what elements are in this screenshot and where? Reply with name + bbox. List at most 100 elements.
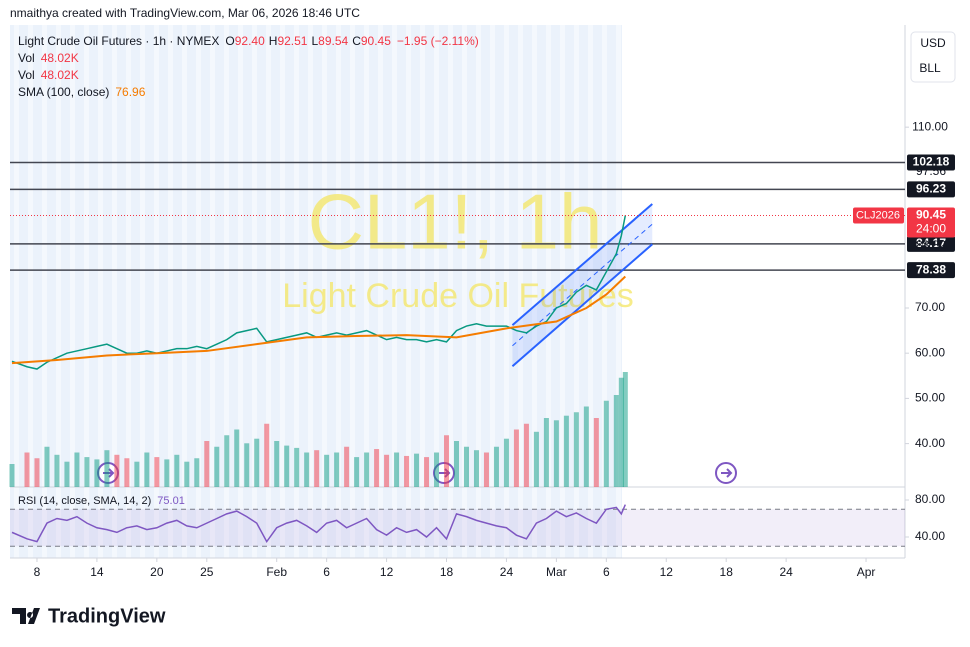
stripe — [434, 25, 439, 558]
volume-bar — [154, 457, 160, 487]
volume-name: Vol — [18, 51, 35, 65]
stripe — [280, 25, 285, 558]
volume-bar — [354, 457, 360, 487]
volume-bar — [414, 453, 420, 487]
stripe — [210, 25, 215, 558]
stripe — [112, 25, 117, 558]
volume-bar — [394, 452, 400, 487]
unit[interactable]: BLL — [919, 61, 941, 75]
stripe — [182, 25, 187, 558]
countdown: 24:00 — [916, 222, 946, 236]
volume-bar — [424, 457, 430, 487]
axis-label: 97.56 — [916, 164, 946, 178]
volume-bar — [593, 418, 599, 487]
x-tick-label: 8 — [34, 565, 41, 579]
symbol: Light Crude Oil Futures · 1h · NYMEX — [18, 34, 219, 48]
x-tick-label: 12 — [380, 565, 394, 579]
volume-bar — [144, 452, 150, 487]
volume-bar — [174, 454, 180, 487]
stripe — [462, 25, 467, 558]
volume-bar — [244, 443, 250, 487]
volume-bar — [444, 435, 450, 487]
stripe — [350, 25, 355, 558]
header: nmaithya created with TradingView.com, M… — [10, 6, 360, 20]
volume-bar — [214, 446, 220, 487]
x-tick-label: 24 — [779, 565, 793, 579]
ohlc-label: O — [225, 34, 234, 48]
channel-upper — [511, 203, 653, 326]
x-tick-label: Apr — [857, 565, 876, 579]
level-label: 96.23 — [916, 182, 946, 196]
x-tick-label: 18 — [720, 565, 734, 579]
stripe — [224, 25, 229, 558]
volume-bar — [194, 458, 200, 487]
scale-box — [910, 31, 956, 83]
stripe — [238, 25, 243, 558]
sma-name: SMA (100, close) — [18, 85, 109, 99]
volume-bar — [384, 454, 390, 487]
volume-bar — [503, 438, 509, 487]
currency[interactable]: USD — [920, 36, 946, 50]
volume-bar — [184, 461, 190, 487]
y-tick-label: 70.00 — [915, 300, 945, 314]
stripe — [126, 25, 131, 558]
stripe — [532, 25, 537, 558]
rsi-legend: RSI (14, close, SMA, 14, 2) 75.01 — [18, 495, 185, 507]
rsi-tick-label: 80.00 — [915, 492, 945, 506]
x-tick-label: 6 — [323, 565, 330, 579]
level-label-box — [907, 262, 955, 279]
volume-bar — [134, 461, 140, 487]
x-tick-label: 24 — [500, 565, 514, 579]
volume-bar — [513, 429, 519, 487]
stripe — [406, 25, 411, 558]
ohlc-value: 89.54 — [318, 34, 348, 48]
volume-bar — [483, 452, 489, 487]
y-tick-label: 50.00 — [915, 391, 945, 405]
volume-bar — [224, 435, 230, 487]
volume-bar — [613, 395, 619, 487]
volume-value: 48.02K — [41, 51, 79, 65]
volume-bar — [84, 457, 90, 487]
volume-bar — [563, 415, 569, 487]
volume-bar — [284, 445, 290, 487]
stripe — [588, 25, 593, 558]
volume-bar — [64, 461, 70, 487]
change: −1.95 (−2.11%) — [397, 34, 479, 48]
stripe — [56, 25, 61, 558]
volume-bar — [622, 372, 628, 487]
sma-value: 76.96 — [115, 85, 145, 99]
sma-line — [11, 275, 626, 365]
price-line — [11, 215, 627, 370]
volume-bar — [9, 464, 15, 487]
volume-bar — [274, 441, 280, 487]
sma-legend: SMA (100, close) 76.96 — [18, 85, 146, 99]
volume-bar — [344, 446, 350, 487]
price-box — [907, 207, 955, 238]
stripe — [42, 25, 47, 558]
volume-bar — [44, 446, 50, 487]
rsi-band — [10, 509, 905, 547]
stripe — [392, 25, 397, 558]
volume-bar — [618, 377, 624, 487]
y-tick-label: 60.00 — [915, 345, 945, 359]
rsi-tick-label: 40.00 — [915, 529, 945, 543]
level-label-box — [907, 235, 955, 252]
stripe — [420, 25, 425, 558]
ohlc-value: 92.51 — [277, 34, 307, 48]
volume-bar — [164, 459, 170, 487]
stripe — [252, 25, 257, 558]
volume-bar — [553, 420, 559, 487]
level-label-box — [907, 154, 955, 171]
volume-bar — [104, 450, 110, 487]
stripe — [84, 25, 89, 558]
ohlc-label: C — [352, 34, 361, 48]
volume-bar — [463, 446, 469, 487]
volume-bar — [603, 400, 609, 487]
legend-symbol-row: Light Crude Oil Futures · 1h · NYMEX O 92.… — [18, 34, 479, 48]
watermark: CL1!, 1h — [308, 178, 603, 266]
volume-bar — [404, 455, 410, 487]
stripe — [378, 25, 383, 558]
level-label: 102.18 — [913, 155, 950, 169]
stripe — [560, 25, 565, 558]
